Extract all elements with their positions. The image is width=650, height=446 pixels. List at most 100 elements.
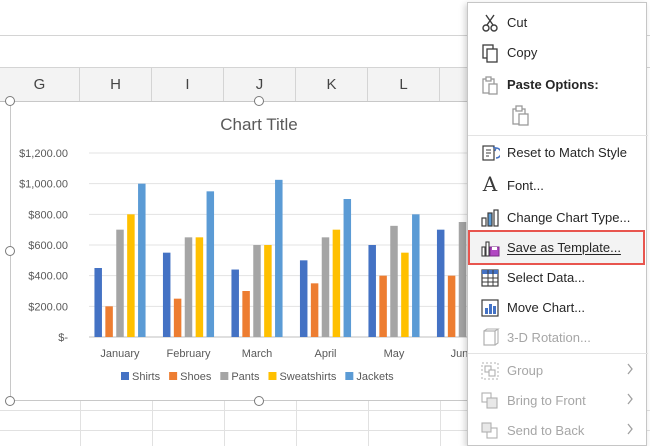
bar-shoes xyxy=(173,298,182,337)
bar-shirts xyxy=(368,245,376,337)
menu-label: Save as Template... xyxy=(507,240,621,255)
bar-shirts xyxy=(94,268,102,337)
bar-sweatshirts xyxy=(332,229,341,337)
menu-label: Cut xyxy=(507,14,528,30)
menu-label: 3-D Rotation... xyxy=(507,329,591,345)
resize-handle[interactable] xyxy=(254,396,264,406)
column-header-g[interactable]: G xyxy=(0,68,80,102)
legend-swatch xyxy=(220,372,229,380)
menu-item-bring-to-front[interactable]: Bring to Front xyxy=(468,385,648,415)
x-tick-label: February xyxy=(166,348,211,360)
paste-options-header: Paste Options: xyxy=(468,69,648,99)
resize-handle[interactable] xyxy=(5,396,15,406)
group-icon xyxy=(481,362,499,380)
x-tick-label: January xyxy=(100,348,140,360)
menu-separator xyxy=(468,135,648,136)
bar-shoes xyxy=(379,275,387,337)
chart-object[interactable]: Chart Title $- $200.00 $400.00 $600.00 $800.0… xyxy=(10,101,481,401)
menu-item-move-chart[interactable]: Move Chart... xyxy=(468,292,648,322)
chart-title: Chart Title xyxy=(220,115,297,134)
chart-svg: Chart Title $- $200.00 $400.00 $600.00 $800.0… xyxy=(19,115,481,383)
bar-shirts xyxy=(231,269,239,337)
bar-shoes xyxy=(242,291,250,337)
column-header-l[interactable]: L xyxy=(368,68,440,102)
menu-item-3d-rotation[interactable]: 3-D Rotation... xyxy=(468,322,648,352)
bar-jackets xyxy=(343,199,352,337)
resize-handle[interactable] xyxy=(254,96,264,106)
legend-swatch xyxy=(169,372,178,380)
menu-item-reset-style[interactable]: Reset to Match Style xyxy=(468,137,648,167)
bar-jackets xyxy=(206,191,215,337)
send-back-icon xyxy=(481,422,498,439)
y-tick-label: $600.00 xyxy=(28,240,68,252)
bar-jackets xyxy=(138,183,146,337)
bar-shirts xyxy=(436,229,445,337)
menu-item-change-chart-type[interactable]: Change Chart Type... xyxy=(468,202,648,232)
bar-shoes xyxy=(105,306,113,337)
bar-pants xyxy=(116,229,124,337)
menu-label: Select Data... xyxy=(507,269,586,285)
resize-handle[interactable] xyxy=(5,96,15,106)
paste-picture-icon xyxy=(512,105,529,126)
paste-icon xyxy=(482,76,498,95)
legend-label: Sweatshirts xyxy=(279,371,336,383)
column-header-h[interactable]: H xyxy=(80,68,152,102)
bar-shirts xyxy=(162,252,171,337)
bar-jackets xyxy=(275,179,283,337)
menu-label: Font... xyxy=(507,177,544,193)
y-tick-label: $200.00 xyxy=(28,301,68,313)
resize-handle[interactable] xyxy=(5,246,15,256)
legend-label: Shirts xyxy=(132,371,161,383)
column-header-i[interactable]: I xyxy=(152,68,224,102)
bar-pants xyxy=(458,222,467,337)
legend-swatch xyxy=(345,372,354,380)
menu-label: Bring to Front xyxy=(507,392,586,408)
column-header-k[interactable]: K xyxy=(296,68,368,102)
copy-icon xyxy=(482,44,498,63)
bar-shoes xyxy=(310,283,319,337)
paste-option-button[interactable] xyxy=(508,103,534,129)
legend-label: Shoes xyxy=(180,371,212,383)
menu-label: Group xyxy=(507,362,544,378)
chevron-right-icon xyxy=(627,363,633,375)
menu-item-select-data[interactable]: Select Data... xyxy=(468,262,648,292)
gridline xyxy=(0,410,650,411)
menu-item-save-as-template[interactable]: Save as Template... xyxy=(468,230,645,265)
menu-label: Paste Options: xyxy=(507,76,599,92)
y-tick-label: $800.00 xyxy=(28,209,68,221)
menu-label: Send to Back xyxy=(507,422,585,438)
legend-label: Pants xyxy=(231,371,260,383)
x-tick-label: May xyxy=(384,348,405,360)
menu-item-font[interactable]: A Font... xyxy=(468,170,648,200)
bar-sweatshirts xyxy=(127,214,135,337)
menu-separator xyxy=(468,353,648,354)
bring-front-icon xyxy=(481,392,498,409)
font-icon: A xyxy=(482,172,498,196)
bar-sweatshirts xyxy=(264,245,272,337)
select-data-icon xyxy=(481,269,499,287)
bar-sweatshirts xyxy=(401,252,409,337)
bar-sweatshirts xyxy=(195,237,204,337)
menu-item-send-to-back[interactable]: Send to Back xyxy=(468,415,648,445)
legend-label: Jackets xyxy=(356,371,394,383)
bar-jackets xyxy=(412,214,420,337)
menu-label: Change Chart Type... xyxy=(507,209,631,225)
legend-swatch xyxy=(121,372,129,380)
legend-swatch xyxy=(268,372,277,380)
y-tick-label: $1,200.00 xyxy=(19,148,68,160)
menu-item-copy[interactable]: Copy xyxy=(468,37,648,67)
chevron-right-icon xyxy=(627,423,633,435)
menu-item-group[interactable]: Group xyxy=(468,355,648,385)
menu-item-cut[interactable]: Cut xyxy=(468,7,648,37)
scissors-icon xyxy=(482,14,498,32)
reset-style-icon xyxy=(482,145,500,161)
rotation-icon xyxy=(483,328,500,346)
y-tick-label: $400.00 xyxy=(28,271,68,283)
menu-label: Move Chart... xyxy=(507,299,586,315)
menu-label: Reset to Match Style xyxy=(507,144,627,160)
bar-pants xyxy=(390,225,398,337)
chart-type-icon xyxy=(481,209,499,227)
bar-pants xyxy=(253,245,261,337)
bar-pants xyxy=(321,237,330,337)
gridline xyxy=(0,430,650,431)
